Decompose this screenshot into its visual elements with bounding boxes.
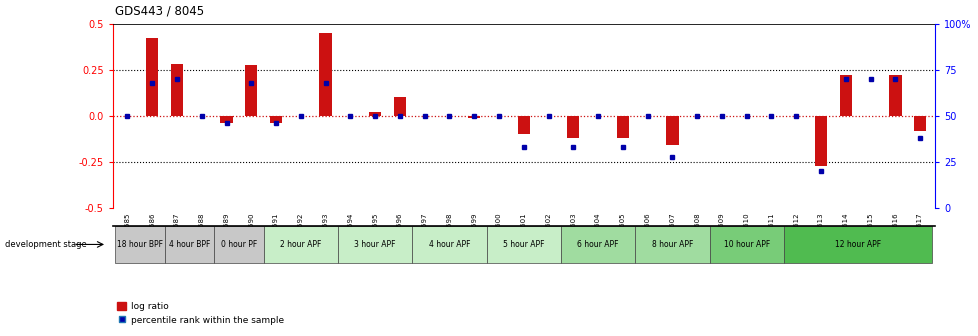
Text: 5 hour APF: 5 hour APF	[503, 240, 544, 249]
Legend: log ratio, percentile rank within the sample: log ratio, percentile rank within the sa…	[117, 302, 284, 325]
Bar	[220, 116, 233, 123]
Bar	[635, 226, 709, 263]
Bar	[369, 112, 381, 116]
Bar	[486, 226, 560, 263]
Bar	[566, 116, 579, 138]
Bar	[412, 226, 486, 263]
Bar	[467, 116, 480, 118]
Text: GDS443 / 8045: GDS443 / 8045	[115, 5, 204, 18]
Bar	[337, 226, 412, 263]
Text: 10 hour APF: 10 hour APF	[723, 240, 769, 249]
Bar	[270, 116, 282, 123]
Text: 0 hour PF: 0 hour PF	[221, 240, 257, 249]
Text: 12 hour APF: 12 hour APF	[834, 240, 880, 249]
Bar	[393, 97, 406, 116]
Bar	[214, 226, 263, 263]
Text: 2 hour APF: 2 hour APF	[280, 240, 321, 249]
Bar	[170, 64, 183, 116]
Text: 18 hour BPF: 18 hour BPF	[116, 240, 162, 249]
Bar	[888, 75, 901, 116]
Text: 4 hour APF: 4 hour APF	[428, 240, 469, 249]
Text: 3 hour APF: 3 hour APF	[354, 240, 395, 249]
Bar	[814, 116, 826, 166]
Text: 8 hour APF: 8 hour APF	[651, 240, 692, 249]
Bar	[517, 116, 529, 134]
Text: development stage: development stage	[5, 240, 87, 249]
Text: 4 hour BPF: 4 hour BPF	[168, 240, 210, 249]
Bar	[783, 226, 931, 263]
Bar	[319, 33, 332, 116]
Bar	[616, 116, 629, 138]
Bar	[164, 226, 214, 263]
Bar	[912, 116, 925, 131]
Bar	[665, 116, 678, 145]
Bar	[263, 226, 337, 263]
Bar	[244, 65, 257, 116]
Bar	[839, 75, 851, 116]
Bar	[146, 38, 158, 116]
Text: 6 hour APF: 6 hour APF	[577, 240, 618, 249]
Bar	[560, 226, 635, 263]
Bar	[115, 226, 164, 263]
Bar	[709, 226, 783, 263]
